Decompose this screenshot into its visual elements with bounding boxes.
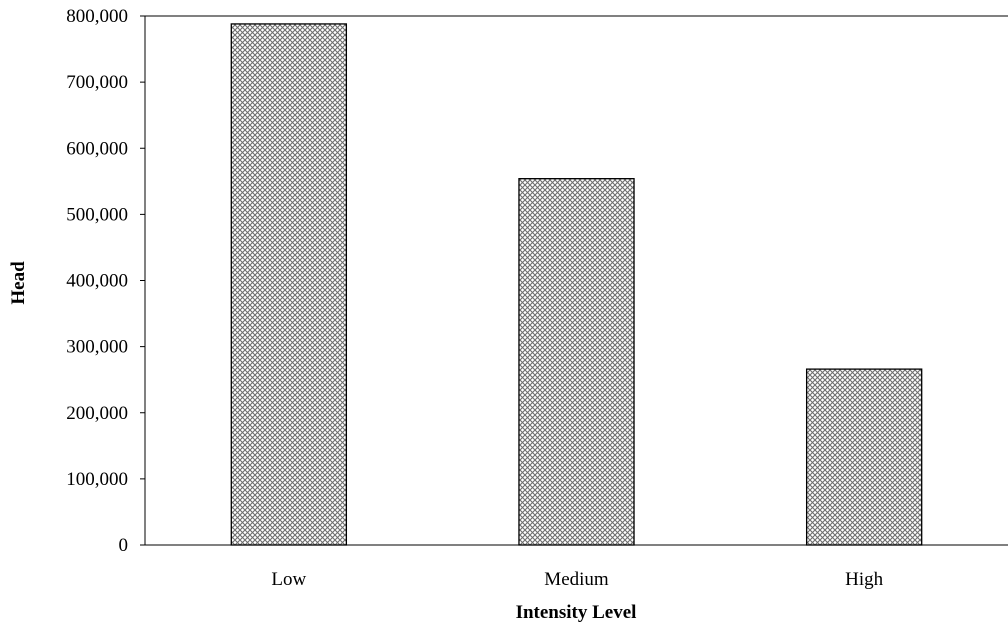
y-tick-label: 300,000 [66,337,128,358]
y-tick-label: 600,000 [66,138,128,159]
bar-high [805,368,923,546]
x-tick-label: Low [271,569,306,590]
y-tick-label: 400,000 [66,271,128,292]
y-tick-label: 0 [119,535,129,556]
y-tick-label: 200,000 [66,403,128,424]
y-tick-label: 500,000 [66,204,128,225]
bar-low [230,23,348,546]
bars [230,23,923,546]
bar-medium [518,178,635,546]
y-axis-ticks: 0 100,000 200,000 300,000 400,000 500,000 600,… [66,6,145,556]
y-tick-label: 800,000 [66,6,128,27]
y-tick-label: 700,000 [66,72,128,93]
x-axis-title: Intensity Level [516,602,637,623]
x-tick-label: High [845,569,884,590]
x-axis-ticks: Low Medium High [271,569,883,590]
y-axis-title: Head [8,261,29,305]
y-tick-label: 100,000 [66,469,128,490]
x-tick-label: Medium [544,569,609,590]
